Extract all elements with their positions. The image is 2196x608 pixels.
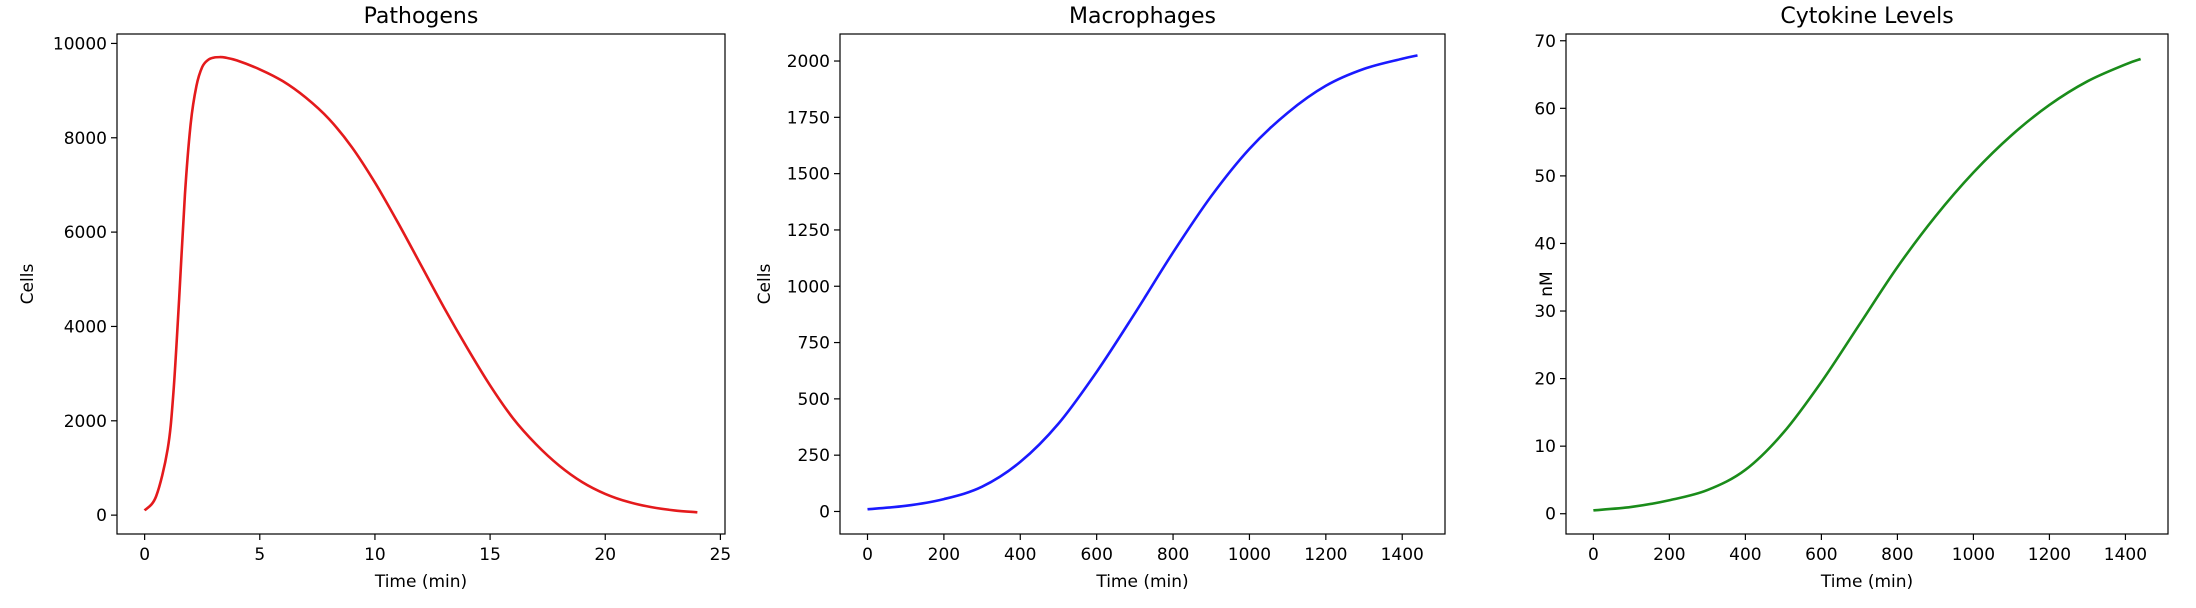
y-tick-label: 500 — [798, 390, 830, 410]
x-tick-label: 0 — [139, 545, 150, 565]
x-tick-label: 0 — [862, 545, 873, 565]
y-tick-label: 10000 — [53, 34, 107, 54]
x-tick-label: 25 — [710, 545, 732, 565]
y-axis-label: Cells — [18, 264, 38, 305]
y-tick-label: 0 — [96, 506, 107, 526]
x-tick-label: 1000 — [1228, 545, 1271, 565]
x-tick-label: 200 — [1653, 545, 1685, 565]
y-tick-label: 70 — [1534, 32, 1556, 52]
x-tick-label: 5 — [254, 545, 265, 565]
x-tick-label: 400 — [1004, 545, 1036, 565]
y-tick-label: 60 — [1534, 99, 1556, 119]
y-tick-label: 0 — [819, 502, 830, 522]
y-tick-label: 250 — [798, 446, 830, 466]
x-tick-label: 15 — [479, 545, 501, 565]
x-axis-label: Time (min) — [1095, 572, 1188, 592]
x-tick-label: 1400 — [2104, 545, 2147, 565]
y-tick-label: 1000 — [787, 277, 830, 297]
series-line — [867, 54, 1418, 511]
y-tick-label: 1500 — [787, 165, 830, 185]
x-tick-label: 1000 — [1952, 545, 1995, 565]
y-tick-label: 1750 — [787, 108, 830, 128]
x-tick-label: 800 — [1157, 545, 1189, 565]
y-tick-label: 50 — [1534, 167, 1556, 187]
x-tick-label: 800 — [1881, 545, 1913, 565]
series-line — [1593, 57, 2142, 512]
subplot-2 — [834, 33, 1446, 540]
chart-title: Macrophages — [1069, 4, 1216, 29]
y-tick-label: 4000 — [64, 317, 107, 337]
y-tick-label: 750 — [798, 334, 830, 354]
y-tick-label: 20 — [1534, 370, 1556, 390]
x-axis-label: Time (min) — [1820, 572, 1913, 592]
y-tick-label: 2000 — [64, 412, 107, 432]
y-tick-label: 8000 — [64, 129, 107, 149]
chart-title: Cytokine Levels — [1780, 4, 1953, 29]
y-tick-label: 2000 — [787, 52, 830, 72]
axes-frame — [116, 33, 726, 535]
x-tick-label: 20 — [594, 545, 616, 565]
y-tick-label: 6000 — [64, 223, 107, 243]
x-tick-label: 200 — [928, 545, 960, 565]
y-tick-label: 0 — [1545, 505, 1556, 525]
series-line — [143, 55, 698, 514]
subplot-1 — [111, 33, 726, 540]
x-tick-label: 1400 — [1381, 545, 1424, 565]
y-tick-label: 10 — [1534, 437, 1556, 457]
axes-frame — [1565, 33, 2169, 535]
subplot-3 — [1560, 33, 2169, 540]
axes-frame — [839, 33, 1446, 535]
x-tick-label: 1200 — [1304, 545, 1347, 565]
x-tick-label: 1200 — [2028, 545, 2071, 565]
y-tick-label: 40 — [1534, 234, 1556, 254]
x-tick-label: 400 — [1729, 545, 1761, 565]
y-tick-label: 1250 — [787, 221, 830, 241]
x-tick-label: 600 — [1805, 545, 1837, 565]
x-axis-label: Time (min) — [374, 572, 467, 592]
x-tick-label: 10 — [364, 545, 386, 565]
y-tick-label: 30 — [1534, 302, 1556, 322]
y-axis-label: nM — [1537, 271, 1557, 296]
chart-title: Pathogens — [364, 4, 479, 29]
y-axis-label: Cells — [755, 264, 775, 305]
x-tick-label: 600 — [1080, 545, 1112, 565]
x-tick-label: 0 — [1588, 545, 1599, 565]
